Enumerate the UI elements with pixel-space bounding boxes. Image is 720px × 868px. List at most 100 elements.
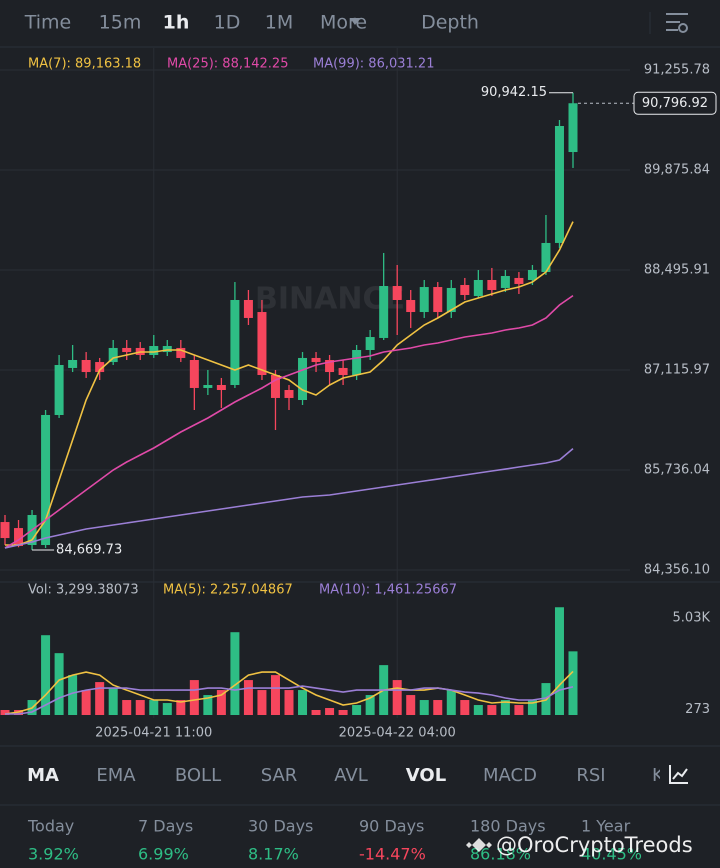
candle-body <box>284 389 294 398</box>
y-tick-label: 85,736.04 <box>644 462 710 477</box>
indicator-tab[interactable]: EMA <box>96 765 136 786</box>
volume-bar <box>189 680 199 715</box>
timeframe-tab[interactable]: More <box>320 12 367 34</box>
settings-icon[interactable] <box>666 13 688 33</box>
candle-body <box>514 277 524 284</box>
volume-ma-legend: MA(5): 2,257.04867 <box>163 583 293 598</box>
candle-body <box>257 312 267 375</box>
candle-body <box>68 359 78 368</box>
volume-bar <box>568 651 578 715</box>
ma-legend: MA(99): 86,031.21 <box>313 57 434 72</box>
candle-body <box>406 299 416 313</box>
icon-gear <box>678 23 688 33</box>
candle-body <box>433 287 443 313</box>
candle-body <box>162 346 172 353</box>
volume-bar <box>54 653 64 715</box>
volume-bar <box>68 675 78 715</box>
volume-ma-legend: MA(10): 1,461.25667 <box>319 583 457 598</box>
candle-body <box>54 364 64 416</box>
indicator-tab[interactable]: AVL <box>334 765 368 786</box>
watermark-logo <box>466 838 492 852</box>
timeframe-tab[interactable]: Time <box>24 12 72 34</box>
ma-legend: MA(25): 88,142.25 <box>167 57 288 72</box>
volume-bar <box>325 708 335 715</box>
y-tick-label: 89,875.84 <box>644 163 710 178</box>
volume-bar <box>298 690 308 715</box>
volume-bar <box>95 682 105 715</box>
candle-body <box>243 299 253 318</box>
candle-body <box>352 349 362 375</box>
timeframe-tab[interactable]: 1h <box>163 12 190 34</box>
candle-body <box>473 279 483 297</box>
timeframe-tab[interactable]: 1D <box>214 12 241 34</box>
candle-body <box>392 286 402 300</box>
stat-change: 3.92% <box>28 845 79 864</box>
volume-bar <box>392 680 402 715</box>
x-tick-label: 2025-04-21 11:00 <box>95 726 212 741</box>
volume-bar <box>500 700 510 715</box>
volume-bar <box>406 695 416 715</box>
indicator-tab[interactable]: MA <box>27 765 59 786</box>
volume-bar <box>41 635 51 715</box>
timeframe-tab[interactable]: Depth <box>421 12 479 34</box>
y-tick-label: 91,255.78 <box>644 63 710 78</box>
candle-body <box>81 359 91 373</box>
indicator-tab[interactable]: SAR <box>261 765 298 786</box>
indicator-tab[interactable]: VOL <box>406 765 446 786</box>
volume-bar <box>216 690 226 715</box>
volume-bar <box>338 710 348 715</box>
candle-body <box>122 347 132 353</box>
volume-tick-label: 5.03K <box>673 610 711 625</box>
y-tick-label: 88,495.91 <box>644 262 710 277</box>
candle-body <box>500 276 510 288</box>
candle-body <box>176 347 186 358</box>
ma-line <box>4 294 574 549</box>
volume-bar <box>487 705 497 715</box>
y-tick-label: 87,115.97 <box>644 363 710 378</box>
candle-body <box>14 528 24 547</box>
ma-line <box>4 447 574 549</box>
stat-change: 40.45% <box>581 845 642 864</box>
volume-bar <box>122 700 132 715</box>
ma-legend: MA(7): 89,163.18 <box>28 57 141 72</box>
stat-period: 1 Year <box>581 817 631 836</box>
indicator-settings-icon[interactable] <box>669 765 688 784</box>
stat-change: 6.99% <box>138 845 189 864</box>
volume-bar <box>419 700 429 715</box>
volume-bar <box>514 705 524 715</box>
indicator-tab[interactable]: BOLL <box>175 765 221 786</box>
candle-body <box>487 279 497 290</box>
candle-body <box>365 337 375 350</box>
volume-tick-label: 273 <box>685 702 710 717</box>
candle-body <box>554 126 564 243</box>
volume-bar <box>230 632 240 715</box>
stat-change: 86.18% <box>470 845 531 864</box>
volume-bar <box>433 700 443 715</box>
volume-bar <box>352 705 362 715</box>
volume-legend: Vol: 3,299.38073 <box>28 583 139 598</box>
high-label: 90,942.15 <box>481 85 547 100</box>
timeframe-tab[interactable]: 15m <box>99 12 142 34</box>
volume-bar <box>446 690 456 715</box>
volume-bar <box>203 695 213 715</box>
candle-body <box>95 362 105 373</box>
timeframe-tab[interactable]: 1M <box>265 12 293 34</box>
icon-axis <box>669 765 688 784</box>
volume-bar <box>365 695 375 715</box>
stat-change: 8.17% <box>248 845 299 864</box>
candle-body <box>541 242 551 273</box>
icon-trend <box>672 768 688 780</box>
candle-body <box>41 415 51 546</box>
candle-body <box>527 269 537 280</box>
volume-bar <box>270 675 280 715</box>
volume-bar <box>460 700 470 715</box>
indicator-tab[interactable]: MACD <box>483 765 537 786</box>
stat-period: Today <box>27 817 74 836</box>
volume-bar <box>527 700 537 715</box>
indicator-tab[interactable]: RSI <box>576 765 605 786</box>
candle-body <box>149 346 159 355</box>
volume-bar <box>176 700 186 715</box>
dropdown-arrow <box>350 18 360 25</box>
candle-body <box>298 357 308 400</box>
candle-body <box>270 374 280 398</box>
